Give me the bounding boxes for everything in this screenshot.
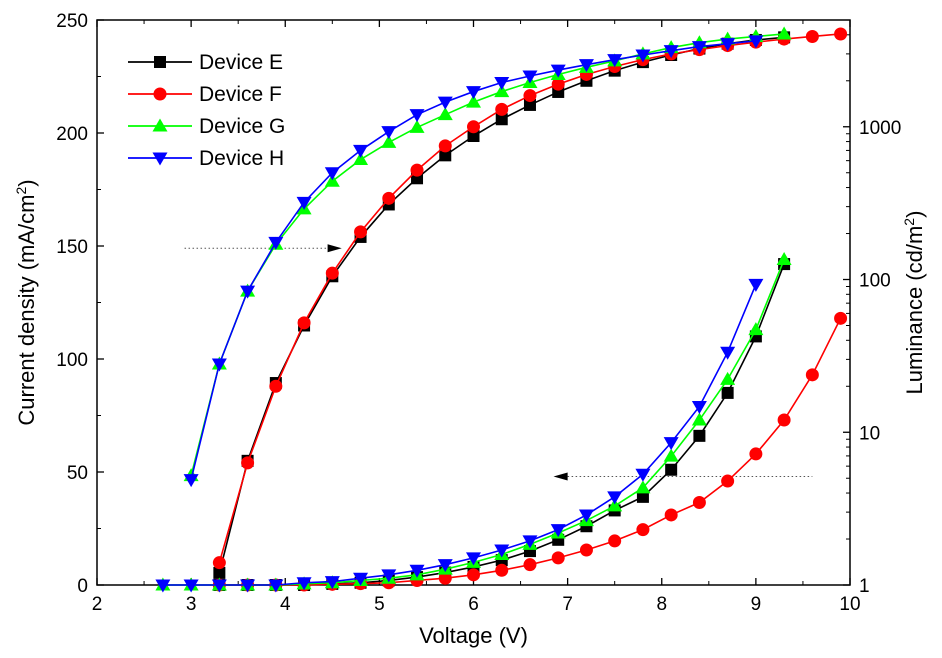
y-left-tick-label: 200 bbox=[56, 124, 88, 145]
luminance-point bbox=[213, 556, 226, 569]
luminance-point bbox=[806, 30, 819, 43]
legend-marker bbox=[154, 56, 166, 68]
current-density-point bbox=[806, 368, 819, 381]
luminance-point bbox=[439, 139, 452, 152]
x-axis-ticks: 2 3 4 5 6 7 8 9 10 bbox=[92, 20, 861, 615]
x-tick-label: 5 bbox=[374, 594, 385, 615]
luminance-point bbox=[298, 316, 311, 329]
luminance-point bbox=[354, 225, 367, 238]
current-density-point bbox=[495, 564, 508, 577]
legend-marker bbox=[153, 119, 168, 132]
luminance-point bbox=[495, 103, 508, 116]
current-density-point bbox=[778, 414, 791, 427]
legend: Device E Device F Device G Device H bbox=[128, 51, 285, 170]
current-density-point bbox=[467, 568, 480, 581]
y-right-tick-label: 10 bbox=[859, 423, 880, 444]
luminance-point bbox=[240, 286, 255, 299]
x-tick-label: 9 bbox=[751, 594, 762, 615]
current-density-point bbox=[834, 312, 847, 325]
luminance-point bbox=[467, 120, 480, 133]
arrow-to-current-head bbox=[554, 473, 568, 481]
series-layer bbox=[155, 26, 847, 592]
series-device-f bbox=[213, 27, 847, 591]
y-left-tick-label: 50 bbox=[67, 463, 88, 484]
legend-label: Device F bbox=[199, 83, 282, 106]
luminance-line bbox=[219, 34, 840, 563]
x-tick-label: 4 bbox=[280, 594, 291, 615]
luminance-point bbox=[438, 97, 453, 110]
luminance-point bbox=[411, 164, 424, 177]
current-density-point bbox=[155, 580, 170, 593]
current-density-line bbox=[163, 260, 784, 585]
y-right-tick-label: 1000 bbox=[859, 118, 901, 139]
luminance-point bbox=[834, 27, 847, 40]
arrow-to-luminance-head bbox=[328, 244, 342, 252]
legend-label: Device E bbox=[199, 51, 283, 74]
y-left-tick-label: 100 bbox=[56, 350, 88, 371]
current-density-point bbox=[665, 508, 678, 521]
current-density-point bbox=[720, 347, 735, 360]
luminance-point bbox=[326, 267, 339, 280]
x-tick-label: 3 bbox=[186, 594, 197, 615]
y-left-axis-title: Current density (mA/cm2) bbox=[13, 179, 39, 425]
current-density-point bbox=[721, 475, 734, 488]
current-density-point bbox=[184, 580, 199, 593]
annotation-arrows bbox=[185, 244, 813, 480]
y-left-tick-label: 150 bbox=[56, 237, 88, 258]
legend-label: Device H bbox=[199, 147, 284, 170]
luminance-point bbox=[269, 380, 282, 393]
current-density-point bbox=[693, 496, 706, 509]
luminance-point bbox=[382, 192, 395, 205]
y-right-tick-label: 100 bbox=[859, 271, 891, 292]
legend-marker bbox=[153, 153, 168, 166]
x-tick-label: 10 bbox=[839, 594, 860, 615]
y-left-tick-label: 0 bbox=[77, 576, 88, 597]
y-left-tick-label: 250 bbox=[56, 11, 88, 32]
x-axis-title: Voltage (V) bbox=[419, 623, 528, 648]
current-density-point bbox=[635, 469, 650, 482]
current-density-point bbox=[720, 372, 735, 385]
luminance-point bbox=[241, 456, 254, 469]
current-density-point bbox=[580, 543, 593, 556]
current-density-point bbox=[665, 464, 677, 476]
x-tick-label: 2 bbox=[92, 594, 103, 615]
y-right-axis-ticks: 1 10 100 1000 bbox=[843, 20, 901, 597]
luminance-point bbox=[523, 89, 536, 102]
current-density-point bbox=[749, 447, 762, 460]
current-density-point bbox=[636, 523, 649, 536]
current-density-line bbox=[163, 284, 756, 585]
x-tick-label: 6 bbox=[468, 594, 479, 615]
luminance-point bbox=[466, 86, 481, 99]
legend-marker bbox=[154, 88, 167, 101]
luminance-point bbox=[212, 358, 227, 371]
x-tick-label: 8 bbox=[656, 594, 667, 615]
current-density-point bbox=[608, 534, 621, 547]
current-density-point bbox=[693, 430, 705, 442]
legend-label: Device G bbox=[199, 115, 285, 138]
current-density-point bbox=[523, 558, 536, 571]
x-tick-label: 7 bbox=[562, 594, 573, 615]
luminance-point bbox=[410, 109, 425, 122]
y-right-axis-title: Luminance (cd/m2) bbox=[901, 211, 927, 395]
current-density-point bbox=[722, 387, 734, 399]
current-density-point bbox=[552, 551, 565, 564]
current-density-point bbox=[748, 279, 763, 292]
luminance-point bbox=[381, 126, 396, 139]
y-right-tick-label: 1 bbox=[859, 576, 870, 597]
